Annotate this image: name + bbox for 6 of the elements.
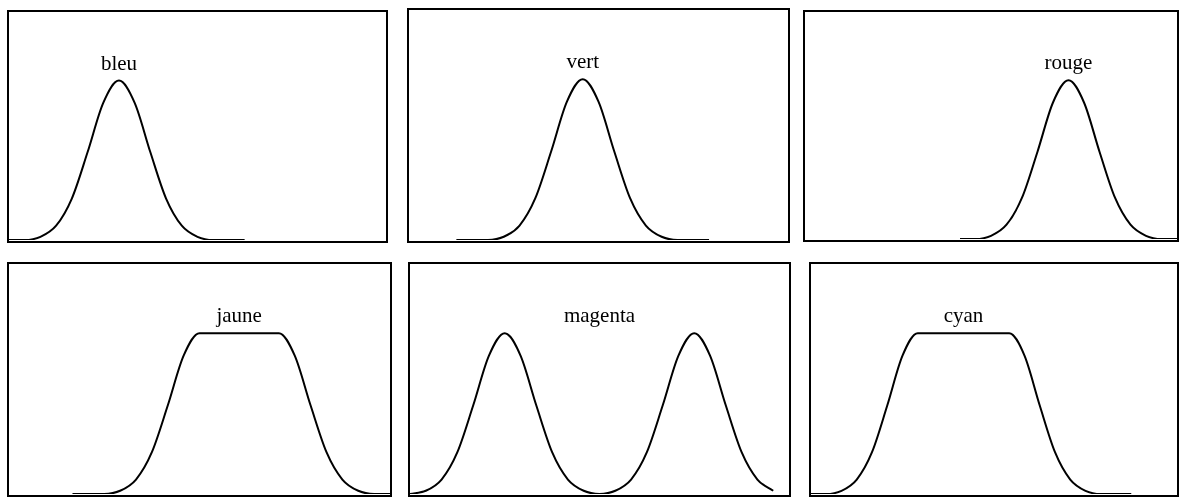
chart-title: bleu xyxy=(100,50,138,75)
chart-title: rouge xyxy=(1044,50,1093,75)
chart-title: magenta xyxy=(563,303,636,328)
chart-title: jaune xyxy=(215,303,262,328)
chart-title: cyan xyxy=(943,303,984,328)
chart-title: vert xyxy=(566,49,600,74)
